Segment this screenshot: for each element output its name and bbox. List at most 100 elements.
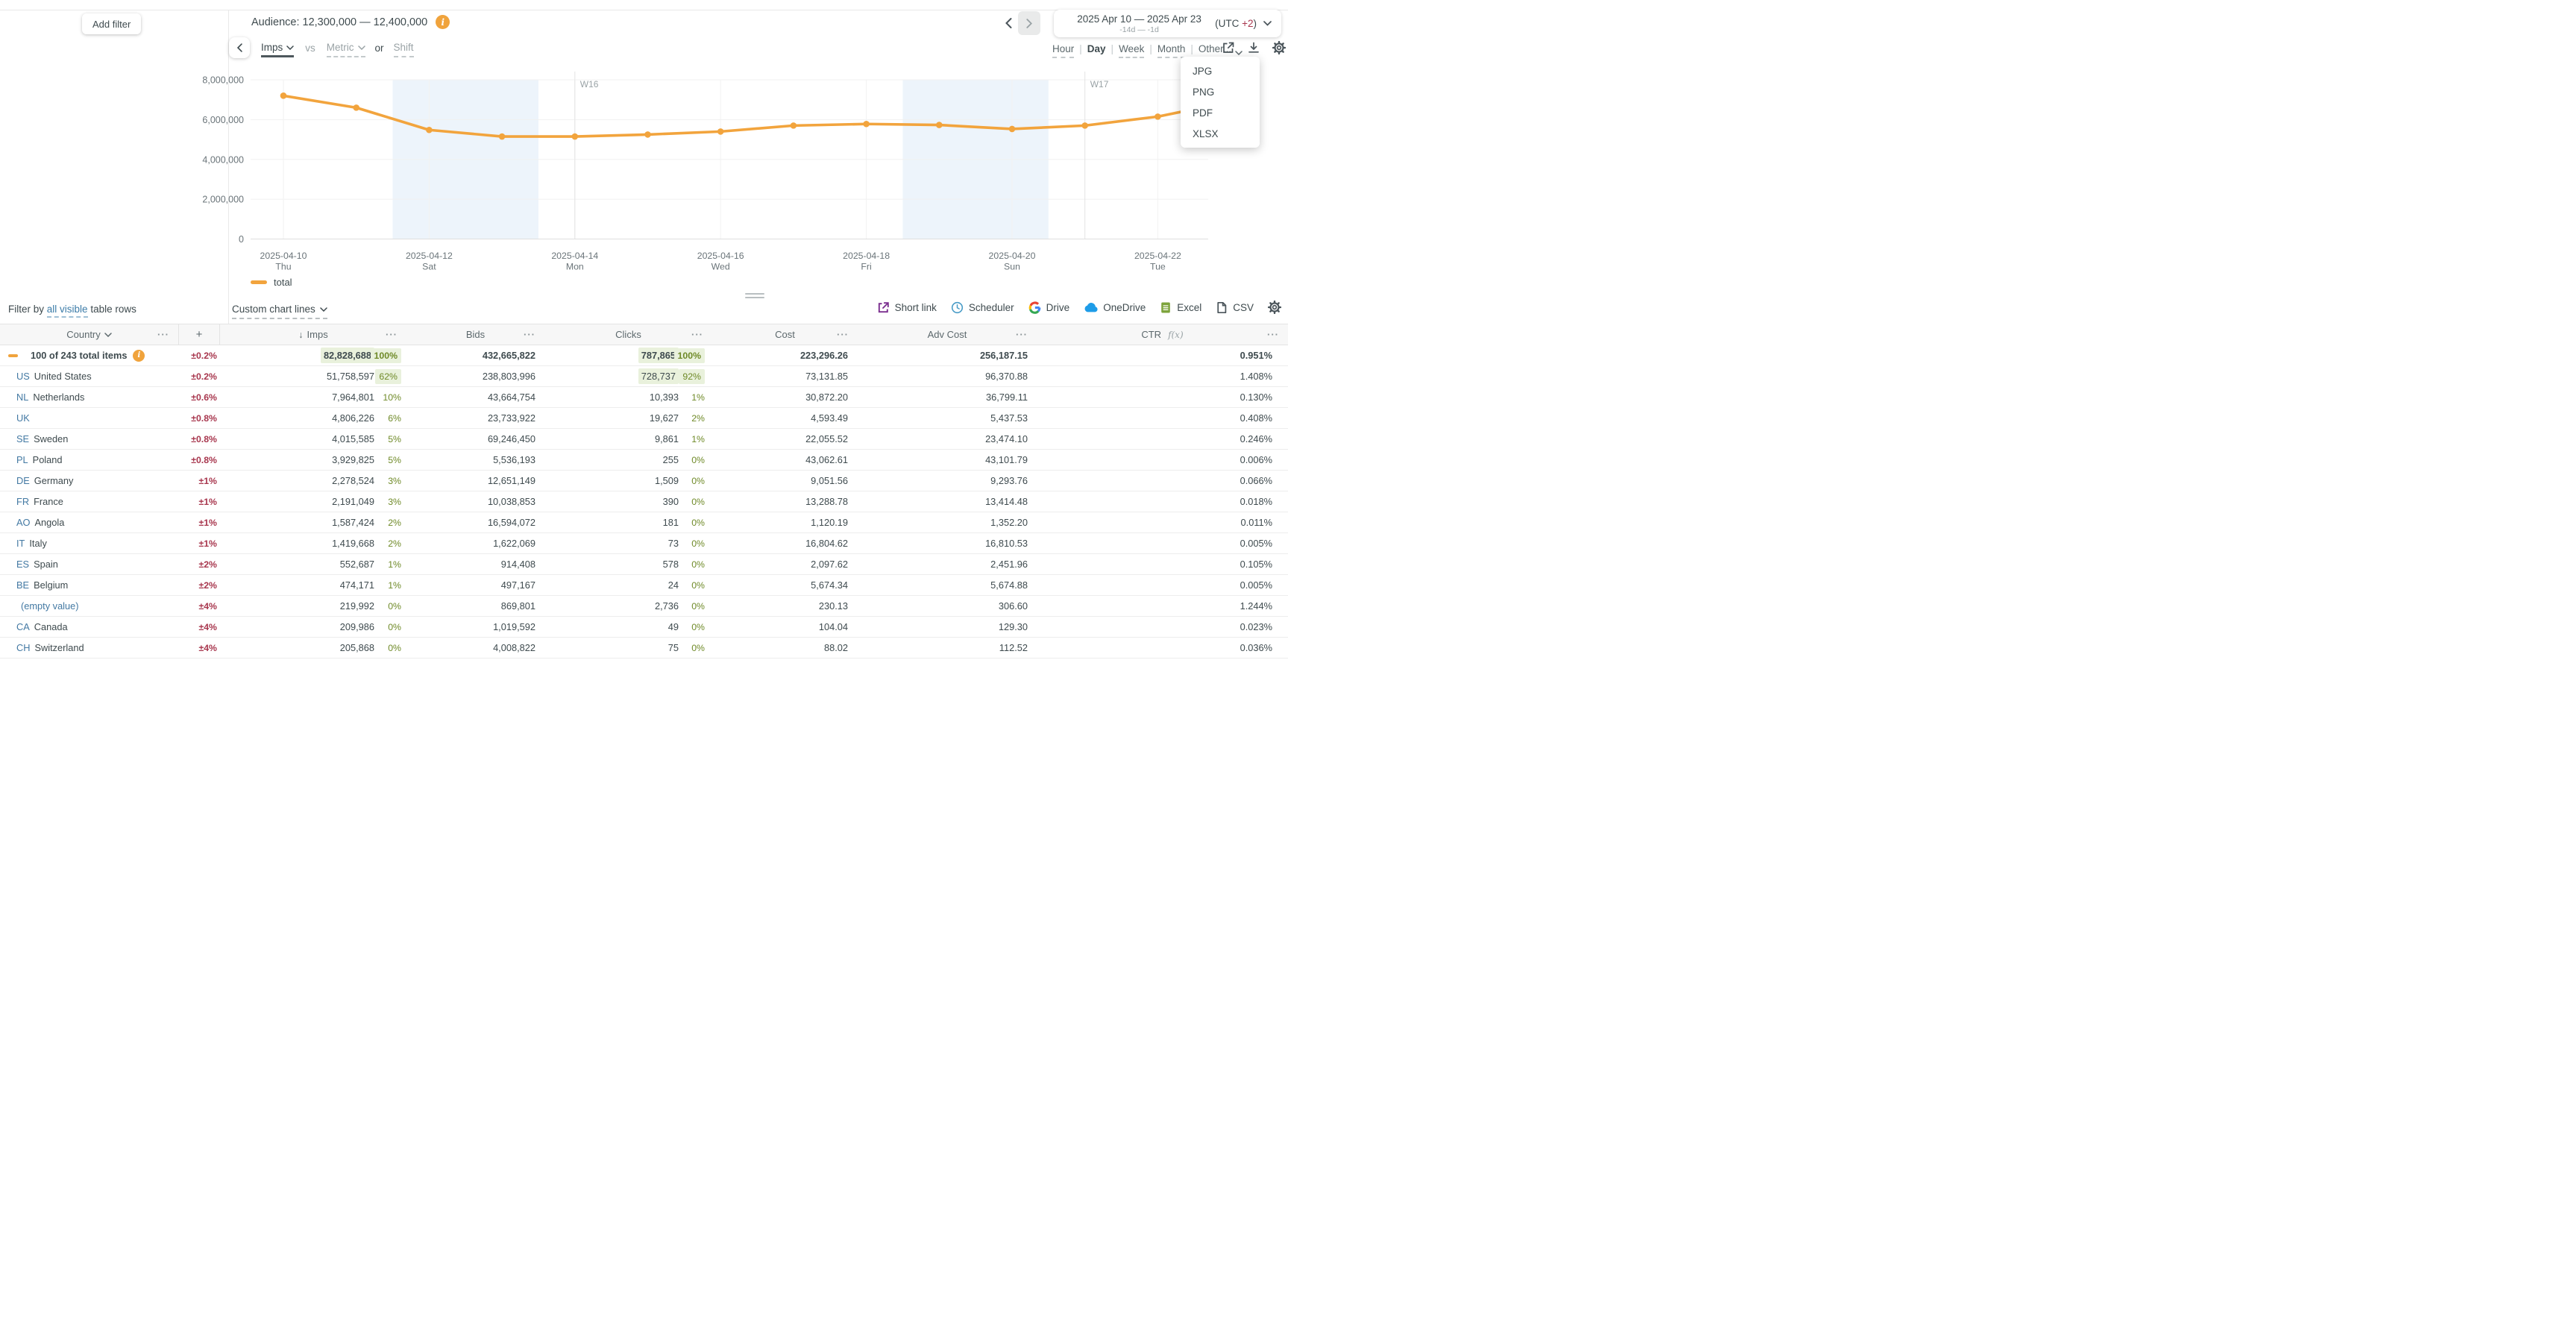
secondary-metric-dropdown[interactable]: Metric — [326, 42, 365, 57]
country-code-link[interactable]: SE — [16, 433, 30, 444]
column-menu-icon[interactable]: ··· — [524, 329, 535, 340]
country-name: United States — [34, 371, 92, 382]
table-row[interactable]: US United States ±0.2% 51,758,597 62% 23… — [0, 366, 1288, 387]
collapse-chart-button[interactable] — [229, 37, 250, 58]
column-header-adv-cost[interactable]: Adv Cost ··· — [927, 329, 1028, 340]
short-link-button[interactable]: Short link — [877, 301, 937, 314]
audience-line-chart[interactable]: W16 W17 0 2,000,000 4,000,000 6,000,000 8,000,… — [0, 0, 1288, 298]
column-header-imps[interactable]: ↓ Imps ··· — [298, 329, 398, 340]
country-code-link[interactable]: FR — [16, 496, 30, 507]
open-external-icon[interactable] — [1222, 41, 1235, 54]
granularity-week[interactable]: Week — [1119, 43, 1145, 58]
column-header-country[interactable]: Country ··· — [0, 324, 179, 345]
table-row[interactable]: FR France ±1% 2,191,049 3% 10,038,853 39… — [0, 491, 1288, 512]
column-header-ctr[interactable]: CTR f(x) ··· — [1141, 329, 1279, 340]
table-row[interactable]: CH Switzerland ±4% 205,868 0% 4,008,822 … — [0, 638, 1288, 659]
cell-country[interactable]: CA Canada — [0, 617, 179, 637]
cell-country[interactable]: NL Netherlands — [0, 387, 179, 407]
cell-country[interactable]: ES Spain — [0, 554, 179, 574]
column-menu-icon[interactable]: ··· — [691, 329, 703, 340]
country-code-link[interactable]: IT — [16, 538, 25, 549]
export-option-xlsx[interactable]: XLSX — [1193, 128, 1219, 139]
granularity-hour[interactable]: Hour — [1052, 43, 1075, 58]
cell-country[interactable]: PL Poland — [0, 450, 179, 470]
table-row[interactable]: IT Italy ±1% 1,419,668 2% 1,622,069 73 0… — [0, 533, 1288, 554]
table-row[interactable]: DE Germany ±1% 2,278,524 3% 12,651,149 1… — [0, 471, 1288, 491]
table-row[interactable]: NL Netherlands ±0.6% 7,964,801 10% 43,66… — [0, 387, 1288, 408]
cell-country[interactable]: CH Switzerland — [0, 638, 179, 658]
onedrive-button[interactable]: OneDrive — [1084, 302, 1146, 313]
table-row[interactable]: SE Sweden ±0.8% 4,015,585 5% 69,246,450 … — [0, 429, 1288, 450]
all-visible-link[interactable]: all visible — [46, 304, 88, 318]
chart-legend[interactable]: total — [251, 277, 292, 288]
cell-country[interactable]: DE Germany — [0, 471, 179, 491]
country-code-link[interactable]: ES — [16, 559, 30, 570]
column-menu-icon[interactable]: ··· — [1267, 329, 1279, 340]
column-header-bids[interactable]: Bids ··· — [465, 329, 535, 340]
chart-resize-handle[interactable] — [745, 293, 764, 301]
cell-country[interactable]: (empty value) — [0, 596, 179, 616]
next-date-range-button[interactable] — [1018, 11, 1040, 35]
cell-country[interactable]: AO Angola — [0, 512, 179, 532]
table-row[interactable]: ES Spain ±2% 552,687 1% 914,408 578 0% 2… — [0, 554, 1288, 575]
cell-country[interactable]: UK — [0, 408, 179, 428]
totals-info-icon[interactable]: i — [133, 349, 145, 362]
add-filter-button[interactable]: Add filter — [82, 13, 142, 34]
granularity-month[interactable]: Month — [1157, 43, 1186, 58]
table-row[interactable]: CA Canada ±4% 209,986 0% 1,019,592 49 0%… — [0, 617, 1288, 638]
custom-chart-lines-dropdown[interactable]: Custom chart lines — [232, 304, 327, 319]
table-row[interactable]: PL Poland ±0.8% 3,929,825 5% 5,536,193 2… — [0, 450, 1288, 471]
column-header-clicks[interactable]: Clicks ··· — [615, 329, 703, 340]
cell-ctr: 0.951% — [1240, 350, 1272, 361]
granularity-day[interactable]: Day — [1087, 43, 1106, 54]
column-menu-icon[interactable]: ··· — [157, 329, 169, 340]
cell-error-margin: ±4% — [198, 642, 217, 653]
excel-button[interactable]: Excel — [1160, 301, 1201, 314]
country-code-link[interactable]: AO — [16, 517, 31, 528]
column-menu-icon[interactable]: ··· — [386, 329, 398, 340]
cell-country[interactable]: US United States — [0, 366, 179, 386]
country-name: Poland — [32, 454, 63, 465]
country-code-link[interactable]: CA — [16, 621, 30, 632]
cell-country[interactable]: BE Belgium — [0, 575, 179, 595]
chart-settings-gear-icon[interactable] — [1272, 41, 1286, 54]
csv-button[interactable]: CSV — [1216, 301, 1254, 314]
export-option-pdf[interactable]: PDF — [1193, 107, 1213, 119]
table-row[interactable]: (empty value) ±4% 219,992 0% 869,801 2,7… — [0, 596, 1288, 617]
download-icon[interactable] — [1247, 41, 1260, 54]
date-range-picker[interactable]: 2025 Apr 10 — 2025 Apr 23 -14d — -1d (UT… — [1054, 10, 1281, 37]
country-code-link[interactable]: CH — [16, 642, 31, 653]
cell-country[interactable]: SE Sweden — [0, 429, 179, 449]
google-drive-button[interactable]: Drive — [1028, 301, 1069, 314]
column-header-cost[interactable]: Cost ··· — [775, 329, 849, 340]
country-code-link[interactable]: US — [16, 371, 30, 382]
shift-toggle[interactable]: Shift — [393, 42, 414, 57]
column-menu-icon[interactable]: ··· — [1016, 329, 1028, 340]
country-code-link[interactable]: DE — [16, 475, 30, 486]
prev-date-range-button[interactable] — [1000, 15, 1017, 31]
cell-cost: 13,288.78 — [805, 496, 848, 507]
table-settings-gear-icon[interactable] — [1268, 301, 1281, 314]
add-column-button[interactable]: + — [179, 324, 220, 345]
cell-imps-pct: 100% — [370, 345, 406, 365]
export-option-jpg[interactable]: JPG — [1193, 65, 1213, 77]
country-code-link[interactable]: PL — [16, 454, 28, 465]
country-code-link[interactable]: BE — [16, 579, 30, 591]
column-menu-icon[interactable]: ··· — [837, 329, 849, 340]
country-code-link[interactable]: UK — [16, 412, 30, 424]
country-code-link[interactable]: NL — [16, 392, 29, 403]
cell-imps: 552,687 — [339, 559, 374, 570]
cell-country[interactable]: FR France — [0, 491, 179, 512]
table-row[interactable]: BE Belgium ±2% 474,171 1% 497,167 24 0% … — [0, 575, 1288, 596]
country-name: Belgium — [34, 579, 69, 591]
export-option-png[interactable]: PNG — [1193, 86, 1215, 98]
scheduler-button[interactable]: Scheduler — [951, 301, 1014, 314]
analytics-dashboard: Add filter Audience: 12,300,000 — 12,400… — [0, 0, 1288, 660]
table-row[interactable]: AO Angola ±1% 1,587,424 2% 16,594,072 18… — [0, 512, 1288, 533]
cell-bids: 1,019,592 — [493, 621, 535, 632]
cell-country[interactable]: IT Italy — [0, 533, 179, 553]
table-totals-row[interactable]: 100 of 243 total items i ±0.2% 82,828,68… — [0, 345, 1288, 366]
table-row[interactable]: UK ±0.8% 4,806,226 6% 23,733,922 19,627 … — [0, 408, 1288, 429]
audience-info-icon[interactable]: i — [436, 15, 450, 29]
primary-metric-dropdown[interactable]: Imps — [261, 42, 295, 57]
